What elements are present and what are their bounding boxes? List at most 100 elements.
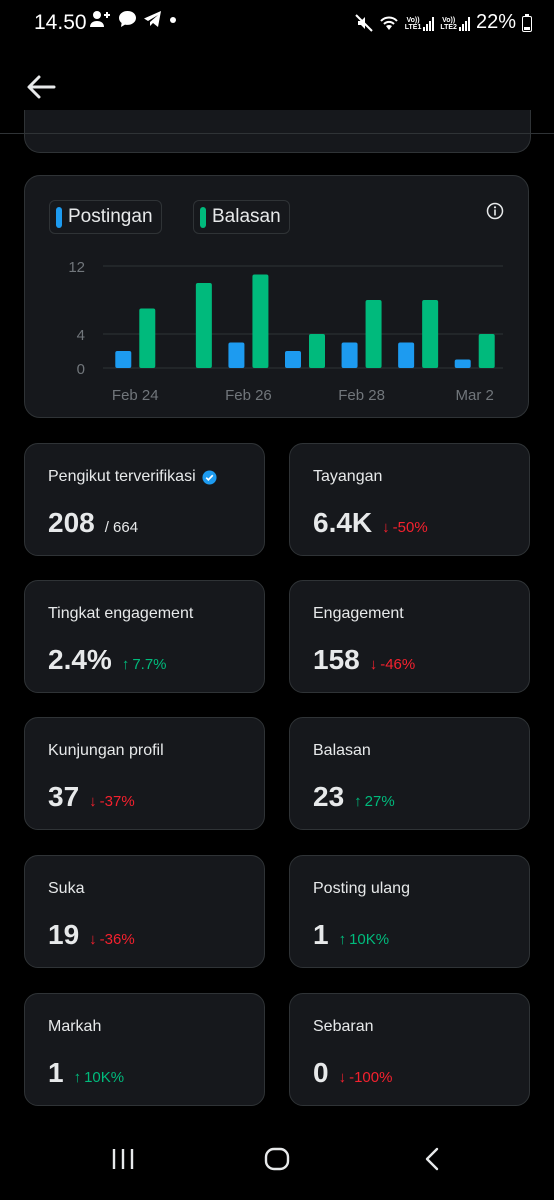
- legend-balasan[interactable]: Balasan: [193, 200, 290, 234]
- nav-back-icon[interactable]: [420, 1146, 446, 1172]
- stat-value: 208: [48, 507, 95, 538]
- status-bar: 14.50 Vo)) LTE1 Vo)) LTE2 22%: [0, 0, 554, 46]
- stat-change-text: 10K%: [84, 1069, 125, 1086]
- stat-value-row: 1 ↑ 10K%: [48, 1057, 124, 1089]
- arrow-up-icon: ↑: [121, 656, 130, 673]
- header-divider: [0, 133, 554, 134]
- arrow-down-icon: ↓: [382, 519, 390, 536]
- arrow-up-icon: ↑: [338, 931, 347, 948]
- stat-label-text: Sebaran: [313, 1018, 374, 1035]
- stat-value-row: 23 ↑ 27%: [313, 781, 395, 813]
- stat-change-text: -100%: [349, 1069, 393, 1086]
- stat-label: Posting ulang: [313, 880, 410, 898]
- x-tick-label: Feb 28: [338, 387, 385, 404]
- stat-card[interactable]: Tingkat engagement 2.4% ↑ 7.7%: [24, 580, 265, 693]
- stat-change-text: -50%: [392, 519, 428, 536]
- arrow-down-icon: ↓: [338, 1069, 347, 1086]
- status-time: 14.50: [34, 11, 87, 34]
- stat-card[interactable]: Engagement 158 ↓ -46%: [289, 580, 530, 693]
- stat-value-row: 6.4K ↓ -50%: [313, 507, 428, 539]
- stat-value-row: 0 ↓ -100%: [313, 1057, 392, 1089]
- bar-balasan: [422, 300, 439, 368]
- dot-icon: [170, 17, 176, 23]
- stat-label-text: Tayangan: [313, 468, 383, 485]
- stat-label-text: Markah: [48, 1018, 102, 1035]
- stat-label: Sebaran: [313, 1018, 374, 1036]
- system-nav-bar: [0, 1128, 554, 1200]
- stat-value: 0: [313, 1057, 329, 1088]
- bar-balasan: [478, 334, 495, 368]
- stat-total: / 664: [104, 519, 139, 536]
- volte-label: Vo)): [406, 16, 420, 24]
- stat-label: Pengikut terverifikasi: [48, 468, 217, 486]
- arrow-up-icon: ↑: [73, 1069, 82, 1086]
- stat-label-text: Tingkat engagement: [48, 605, 194, 622]
- stat-change-text: -37%: [99, 793, 135, 810]
- stat-value: 1: [48, 1057, 64, 1088]
- bar-balasan: [195, 283, 212, 368]
- signal-icon-2: [458, 15, 470, 31]
- stat-change-text: 27%: [364, 793, 395, 810]
- stat-label: Kunjungan profil: [48, 742, 164, 760]
- stat-change: ↑ 7.7%: [122, 656, 167, 673]
- legend-swatch-balasan: [200, 206, 206, 228]
- stat-change: ↓ -37%: [89, 793, 135, 810]
- stat-card[interactable]: Sebaran 0 ↓ -100%: [289, 993, 530, 1106]
- stat-value-row: 208 / 664: [48, 507, 138, 539]
- stat-label: Suka: [48, 880, 84, 898]
- stat-card[interactable]: Tayangan 6.4K ↓ -50%: [289, 443, 530, 556]
- back-arrow-icon[interactable]: [24, 70, 58, 104]
- stat-change-text: -36%: [99, 931, 135, 948]
- stat-label-text: Balasan: [313, 742, 371, 759]
- legend-label-balasan: Balasan: [212, 206, 281, 227]
- legend-postingan[interactable]: Postingan: [49, 200, 162, 234]
- previous-card-partial: [24, 110, 531, 153]
- bar-postingan: [454, 359, 471, 368]
- arrow-down-icon: ↓: [89, 931, 97, 948]
- bar-postingan: [115, 351, 132, 368]
- stat-label: Markah: [48, 1018, 101, 1036]
- bar-postingan: [228, 342, 245, 368]
- bar-balasan: [139, 308, 156, 368]
- sim1-label: LTE1: [404, 23, 422, 31]
- y-tick-label: 4: [77, 327, 85, 344]
- stat-change: ↓ -46%: [370, 656, 416, 673]
- stat-value: 6.4K: [313, 507, 373, 538]
- stat-card[interactable]: Markah 1 ↑ 10K%: [24, 993, 265, 1106]
- y-tick-label: 0: [77, 361, 85, 378]
- stat-card[interactable]: Suka 19 ↓ -36%: [24, 855, 265, 968]
- legend-label-postingan: Postingan: [68, 206, 153, 227]
- stat-change: ↑ 10K%: [339, 931, 390, 948]
- legend-swatch-postingan: [56, 206, 62, 228]
- stat-change: ↑ 10K%: [74, 1069, 125, 1086]
- status-right: Vo)) LTE1 Vo)) LTE2 22%: [355, 11, 532, 34]
- stat-label: Balasan: [313, 742, 371, 760]
- stat-label-text: Kunjungan profil: [48, 742, 164, 759]
- stat-change: ↓ -100%: [339, 1069, 393, 1086]
- stat-value: 19: [48, 919, 80, 950]
- stat-card[interactable]: Kunjungan profil 37 ↓ -37%: [24, 717, 265, 830]
- stat-value: 37: [48, 781, 80, 812]
- verified-badge-icon: [202, 469, 217, 485]
- y-tick-label: 12: [68, 259, 85, 276]
- stat-card[interactable]: Posting ulang 1 ↑ 10K%: [289, 855, 530, 968]
- activity-chart-card: Postingan Balasan 0 4 12 Feb 24 Feb 26 Feb 28…: [24, 175, 529, 418]
- x-tick-label: Feb 24: [112, 387, 159, 404]
- home-icon[interactable]: [264, 1146, 290, 1172]
- stat-change: ↓ -36%: [89, 931, 135, 948]
- arrow-up-icon: ↑: [354, 793, 362, 810]
- stat-value: 2.4%: [48, 644, 112, 675]
- x-tick-label: Mar 2: [456, 387, 494, 404]
- info-icon[interactable]: [486, 202, 504, 220]
- recent-apps-icon[interactable]: [110, 1146, 136, 1172]
- volte-label-2: Vo)): [442, 16, 456, 24]
- stat-label: Tayangan: [313, 468, 382, 486]
- bar-balasan: [252, 274, 269, 368]
- stat-label: Tingkat engagement: [48, 605, 193, 623]
- stat-card[interactable]: Pengikut terverifikasi 208 / 664: [24, 443, 265, 556]
- stat-change: ↓ -50%: [382, 519, 428, 536]
- add-contact-icon: [90, 11, 110, 27]
- bar-balasan: [365, 300, 382, 368]
- stat-card[interactable]: Balasan 23 ↑ 27%: [289, 717, 530, 830]
- stat-value-row: 19 ↓ -36%: [48, 919, 135, 951]
